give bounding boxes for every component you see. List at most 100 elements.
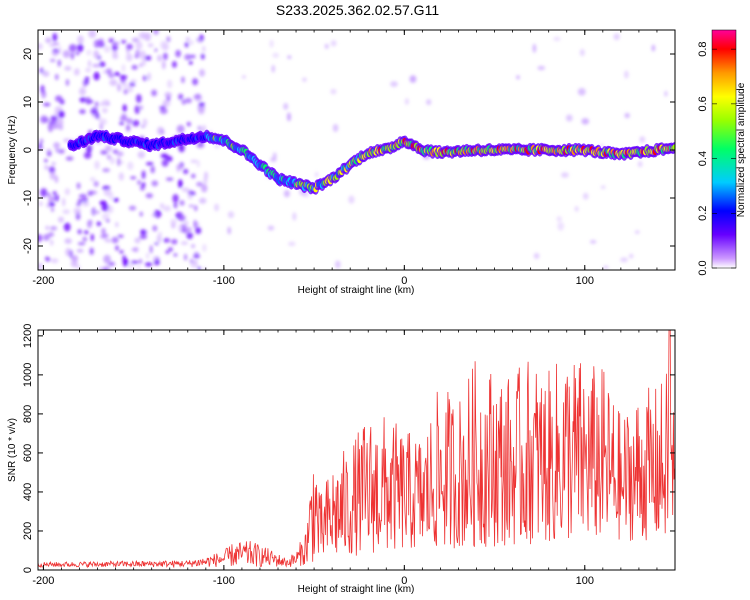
spectrogram-noise-blob — [103, 189, 112, 197]
spectrogram-noise-blob — [126, 43, 133, 50]
spectrogram-noise-blob — [54, 73, 59, 81]
spectrogram-noise-blob — [589, 239, 597, 244]
snr-y-tick-label: 800 — [22, 405, 34, 423]
spectrogram-noise-blob — [195, 226, 202, 235]
spectrogram-noise-blob — [170, 218, 178, 225]
spectrogram-noise-blob — [267, 225, 275, 231]
spectrogram-noise-blob — [272, 152, 277, 160]
spectrogram-noise-blob — [154, 242, 159, 246]
spectrogram-noise-blob — [147, 72, 151, 81]
spectrogram-noise-blob — [89, 247, 94, 255]
spectrogram-noise-blob — [70, 52, 75, 60]
spectrogram-noise-blob — [582, 192, 589, 200]
spectrogram-noise-blob — [99, 200, 107, 206]
spectrogram-noise-blob — [138, 258, 143, 265]
spectrogram-noise-blob — [129, 82, 136, 87]
spectrogram-noise-blob — [64, 238, 72, 245]
spectrogram-noise-blob — [175, 49, 182, 58]
spectrogram-noise-blob — [85, 79, 89, 85]
spectrogram-noise-blob — [77, 198, 84, 204]
spectrogram-noise-blob — [181, 187, 190, 193]
spectrogram-noise-blob — [64, 65, 72, 71]
spectrogram-noise-blob — [128, 205, 137, 211]
snr-x-tick-label: 0 — [401, 575, 407, 587]
spectrogram-noise-blob — [154, 48, 158, 52]
spectrogram-noise-blob — [49, 171, 56, 180]
spectrogram-noise-blob — [165, 177, 174, 181]
spectrogram-noise-blob — [180, 241, 189, 245]
spectrogram-noise-blob — [574, 206, 579, 212]
spectrogram-noise-blob — [144, 32, 151, 42]
spectrogram-noise-blob — [283, 103, 289, 110]
spectrogram-noise-blob — [51, 42, 60, 46]
spectrogram-noise-blob — [162, 100, 168, 107]
spectrogram-noise-blob — [62, 50, 71, 58]
spectrogram-noise-blob — [51, 207, 55, 212]
spectrogram-noise-blob — [404, 98, 409, 105]
spectrogram-noise-blob — [163, 52, 168, 61]
spectrogram-noise-blob — [50, 116, 58, 120]
spectrogram-noise-blob — [77, 44, 84, 52]
spectrogram-noise-blob — [198, 102, 205, 107]
spectrogram-noise-blob — [629, 253, 634, 259]
spectrogram-noise-blob — [79, 109, 86, 115]
spectrogram-noise-blob — [553, 36, 561, 41]
spectrogram-noise-blob — [179, 200, 185, 206]
spectrogram-noise-blob — [134, 105, 140, 114]
spectrogram-noise-blob — [77, 241, 86, 246]
spectrogram-noise-blob — [108, 261, 115, 267]
spectrogram-noise-blob — [286, 112, 291, 122]
spectrogram-noise-blob — [53, 142, 61, 149]
spectrogram-noise-blob — [186, 232, 193, 240]
spectrogram-noise-blob — [58, 124, 64, 131]
spectrogram-noise-blob — [178, 93, 184, 101]
spectrogram-noise-blob — [603, 265, 609, 269]
spectrogram-noise-blob — [183, 253, 188, 261]
spectrogram-noise-blob — [122, 82, 128, 89]
spectrogram-noise-blob — [89, 190, 98, 195]
spectrogram-noise-blob — [184, 42, 189, 48]
spectrogram-noise-blob — [122, 116, 127, 121]
spectrogram-noise-blob — [45, 225, 50, 230]
spectrogram-noise-blob — [127, 161, 134, 170]
spectrogram-noise-blob — [152, 225, 158, 232]
spectrogram-noise-blob — [79, 96, 87, 103]
spectrogram-noise-blob — [409, 75, 417, 83]
spectrogram-noise-blob — [121, 64, 126, 73]
spectrogram-noise-blob — [75, 202, 82, 207]
spectrogram-noise-blob — [131, 37, 140, 43]
spectrogram-noise-blob — [46, 192, 51, 198]
spectrogram-noise-blob — [144, 55, 152, 61]
spectrogram-noise-blob — [330, 88, 337, 95]
spectrogram-noise-blob — [109, 79, 118, 86]
spectrogram-noise-blob — [58, 45, 62, 55]
spectrogram-noise-blob — [90, 107, 99, 115]
spectrogram-noise-blob — [82, 201, 90, 207]
spectrogram-noise-blob — [49, 226, 58, 231]
spectrogram-noise-blob — [191, 173, 196, 179]
spectrogram-noise-blob — [581, 118, 590, 125]
spectrogram-noise-blob — [651, 44, 656, 52]
spectrogram-noise-blob — [82, 236, 88, 242]
snr-x-tick-label: -100 — [213, 575, 235, 587]
spectrogram-noise-blob — [99, 118, 107, 126]
snr-frame — [37, 329, 676, 571]
spectrogram-noise-blob — [55, 95, 63, 102]
spectrogram-noise-blob — [54, 175, 59, 184]
spectrogram-noise-blob — [141, 58, 146, 67]
colorbar-label: Normalized spectral amplitude — [736, 82, 747, 217]
spectrogram-noise-blob — [183, 220, 189, 225]
spectrogram-noise-blob — [227, 211, 235, 219]
spectrogram-noise-blob — [139, 211, 143, 217]
spectrogram-noise-blob — [227, 226, 232, 235]
spectrogram-noise-blob — [126, 85, 134, 93]
spectrogram-noise-blob — [134, 237, 141, 244]
snr-x-tick-label: 100 — [576, 575, 594, 587]
spectrogram-noise-blob — [109, 157, 116, 165]
spectrogram-noise-blob — [112, 49, 118, 58]
chart-title: S233.2025.362.02.57.G11 — [275, 2, 440, 18]
spectrogram-noise-blob — [86, 144, 92, 154]
spectrogram-noise-blob — [94, 101, 99, 107]
spectrogram-noise-blob — [44, 256, 49, 261]
